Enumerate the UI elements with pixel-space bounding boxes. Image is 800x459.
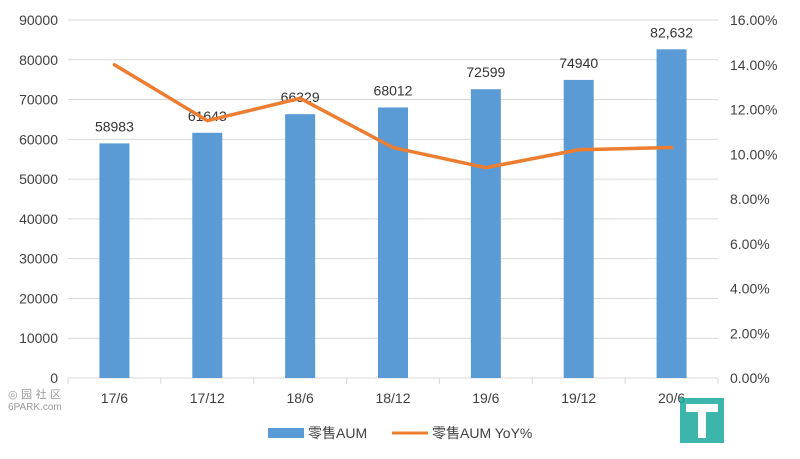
logo-text: 钛媒体: [728, 415, 789, 439]
line-series: [112, 63, 674, 170]
bar: [470, 89, 501, 378]
bar: [99, 143, 130, 378]
watermark-6park: ◎ 园 社 区 6PARK.com: [8, 387, 62, 413]
bar-series: [99, 49, 687, 379]
y-tick-label: 60000: [19, 131, 58, 147]
bar-data-label: 58983: [95, 118, 134, 134]
bar-data-label: 68012: [374, 82, 413, 98]
y2-tick-label: 6.00%: [730, 236, 770, 252]
legend: 零售AUM 零售AUM YoY%: [268, 425, 532, 441]
y2-tick-label: 10.00%: [730, 146, 777, 162]
bar: [192, 132, 223, 378]
y2-tick-label: 8.00%: [730, 191, 770, 207]
y-tick-label: 20000: [19, 290, 58, 306]
y-tick-label: 0: [50, 370, 58, 386]
y-tick-label: 40000: [19, 211, 58, 227]
y-tick-label: 10000: [19, 330, 58, 346]
legend-swatch-bar: [268, 428, 304, 438]
legend-label-line: 零售AUM YoY%: [432, 425, 532, 441]
watermark-line2: 6PARK.com: [8, 402, 62, 413]
watermark-line1: ◎ 园 社 区: [8, 387, 61, 401]
bar: [378, 107, 408, 378]
tmtpost-logo: TMTPOST 钛媒体: [680, 398, 789, 443]
bar-data-label: 82,632: [650, 24, 693, 40]
y-tick-label: 80000: [19, 52, 58, 68]
x-tick-label: 19/12: [561, 390, 596, 406]
bar-data-label: 72599: [466, 64, 505, 80]
x-axis-ticks: 17/6 17/12 18/6 18/12 19/6 19/12 20/6: [101, 390, 686, 406]
y2-tick-label: 0.00%: [730, 370, 770, 386]
bar-data-label: 74940: [559, 55, 598, 71]
bar: [563, 79, 594, 378]
y-tick-label: 70000: [19, 92, 58, 108]
y2-tick-label: 2.00%: [730, 325, 770, 341]
bar: [656, 49, 687, 379]
right-axis-ticks: 0.00% 2.00% 4.00% 6.00% 8.00% 10.00% 12.00% 14.…: [730, 12, 777, 386]
y2-tick-label: 16.00%: [730, 12, 777, 28]
y-tick-label: 50000: [19, 171, 58, 187]
y-tick-label: 90000: [19, 12, 58, 28]
x-tick-label: 18/6: [287, 390, 314, 406]
legend-label-bar: 零售AUM: [308, 425, 367, 441]
y2-tick-label: 4.00%: [730, 281, 770, 297]
y2-tick-label: 14.00%: [730, 57, 777, 73]
logo-small-text: TMTPOST: [728, 404, 764, 410]
bar: [285, 114, 316, 379]
x-tick-label: 17/12: [190, 390, 225, 406]
left-axis-ticks: 0 10000 20000 30000 40000 50000 60000 70000 8000…: [19, 12, 58, 386]
x-tick-label: 19/6: [472, 390, 499, 406]
y-tick-label: 30000: [19, 251, 58, 267]
x-tick-label: 18/12: [375, 390, 410, 406]
x-tick-label: 20/6: [658, 390, 685, 406]
y2-tick-label: 12.00%: [730, 102, 777, 118]
x-tick-label: 17/6: [101, 390, 128, 406]
